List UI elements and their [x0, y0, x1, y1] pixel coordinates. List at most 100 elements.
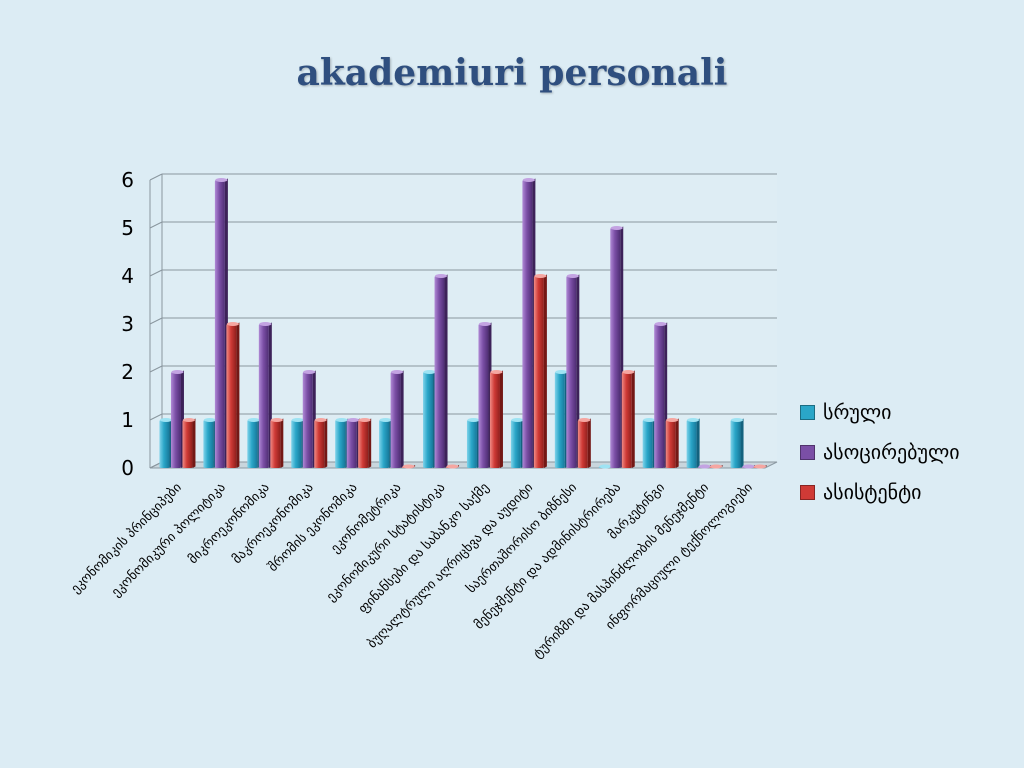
bar-top	[490, 370, 503, 374]
bar-side	[400, 370, 404, 468]
bar	[478, 324, 489, 468]
bar-top	[522, 178, 535, 182]
bar-top	[402, 464, 415, 469]
bar	[159, 420, 170, 468]
gridline-depth	[149, 221, 163, 229]
bar-side	[696, 418, 700, 468]
bar	[346, 420, 357, 468]
bar	[291, 420, 302, 468]
bar-top	[226, 322, 239, 326]
bar	[665, 420, 676, 468]
bar-top	[654, 322, 667, 326]
bar	[466, 420, 477, 468]
bar-top	[435, 274, 448, 278]
bar-top	[698, 464, 711, 469]
bar-side	[368, 418, 372, 468]
bar-top	[215, 178, 228, 182]
bar-top	[270, 418, 283, 422]
bar	[434, 276, 445, 468]
bar-top	[643, 418, 656, 422]
legend-label-associate: ასოცირებული	[823, 440, 960, 464]
bar-side	[631, 370, 635, 468]
bar-top	[731, 418, 744, 422]
bar-top	[610, 226, 623, 230]
bar	[510, 420, 521, 468]
bar-top	[622, 370, 635, 374]
bar	[610, 228, 621, 468]
bar-side	[543, 274, 547, 468]
bar-top	[314, 418, 327, 422]
bar	[654, 324, 665, 468]
bar-top	[379, 418, 392, 422]
bars	[159, 178, 767, 469]
bar-top	[710, 464, 723, 469]
bar-top	[467, 418, 480, 422]
bar-side	[236, 322, 240, 468]
bar-top	[247, 418, 260, 422]
bar	[247, 420, 258, 468]
bar-top	[182, 418, 195, 422]
y-tick-label: 6	[121, 168, 134, 192]
bar	[203, 420, 214, 468]
gridline-depth	[149, 317, 163, 325]
bar-top	[599, 464, 612, 469]
bar	[621, 372, 632, 468]
bar-top	[578, 418, 591, 422]
bar	[554, 372, 565, 468]
y-tick-label: 1	[121, 408, 134, 432]
bar	[214, 180, 225, 468]
bar-top	[666, 418, 679, 422]
chart-floor	[149, 461, 778, 469]
bar	[642, 420, 653, 468]
bar	[379, 420, 390, 468]
bar-top	[391, 370, 404, 374]
bar-top	[566, 274, 579, 278]
bar-side	[280, 418, 284, 468]
y-tick-label: 4	[121, 264, 134, 288]
bar	[258, 324, 269, 468]
y-tick-label: 0	[121, 456, 134, 480]
bar-top	[291, 418, 304, 422]
bar-top	[159, 418, 172, 422]
bar	[533, 276, 544, 468]
bar	[226, 324, 237, 468]
bar-top	[347, 418, 360, 422]
bar	[335, 420, 346, 468]
bar-side	[499, 370, 503, 468]
bar-side	[444, 274, 448, 468]
y-tick-label: 3	[121, 312, 134, 336]
chart-title: akademiuri personali	[296, 52, 728, 94]
bar	[522, 180, 533, 468]
bar-top	[555, 370, 568, 374]
legend-item-associate: ასოცირებული	[800, 432, 960, 472]
bar	[489, 372, 500, 468]
bar	[358, 420, 369, 468]
bar	[686, 420, 697, 468]
bar	[566, 276, 577, 468]
legend-label-assistant: ასისტენტი	[823, 480, 922, 504]
bar-top	[335, 418, 348, 422]
bar	[390, 372, 401, 468]
y-tick-label: 5	[121, 216, 134, 240]
bar-side	[740, 418, 744, 468]
bar-top	[446, 464, 459, 469]
bar	[314, 420, 325, 468]
gridline-depth	[149, 365, 163, 373]
legend-swatch-full	[800, 404, 815, 420]
bar	[730, 420, 741, 468]
axes	[149, 173, 778, 469]
legend-swatch-associate	[800, 444, 815, 460]
bar-side	[675, 418, 679, 468]
x-tick-label: ბუღალტრული აღრიცხვა და აუდიტი	[365, 480, 537, 652]
bar-side	[324, 418, 328, 468]
bar	[170, 372, 181, 468]
legend-item-full: სრული	[800, 392, 960, 432]
x-tick-label: მაკროეკონომიკა	[230, 480, 317, 567]
bar-top	[203, 418, 216, 422]
bar-side	[587, 418, 591, 468]
bar	[423, 372, 434, 468]
bar-top	[534, 274, 547, 278]
bar-top	[358, 418, 371, 422]
bar-top	[478, 322, 491, 326]
